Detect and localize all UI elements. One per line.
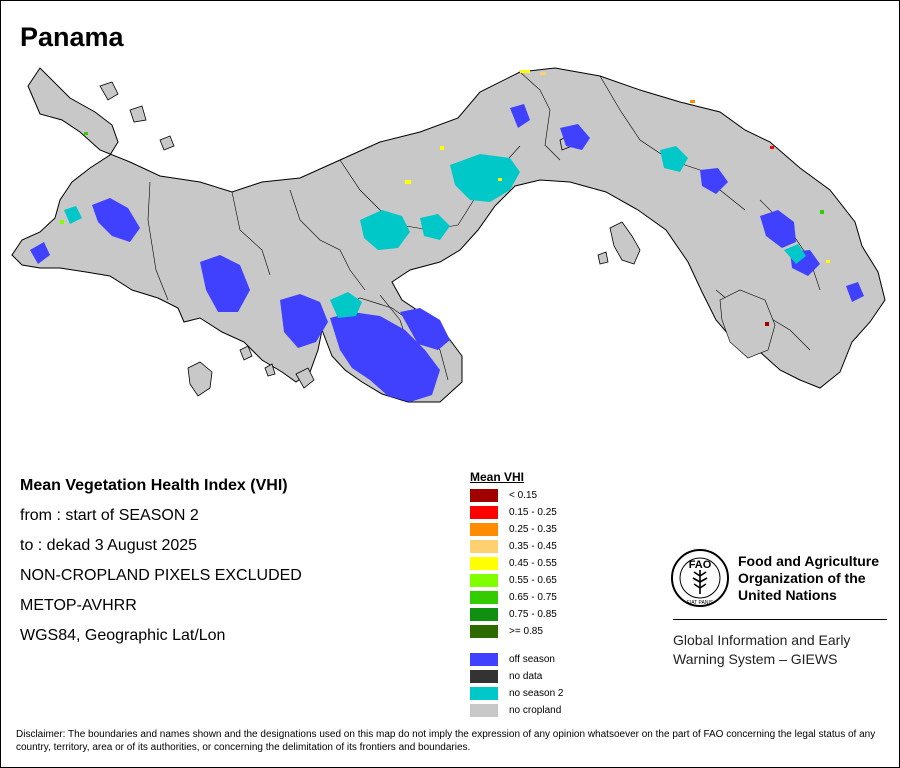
sensor-note: METOP-AVHRR xyxy=(20,597,137,614)
legend-swatch xyxy=(470,574,498,587)
legend-swatch xyxy=(470,704,498,717)
fao-logo-text: FAO xyxy=(689,559,712,571)
giews-name: Global Information and Early Warning Sys… xyxy=(673,631,893,669)
legend-item: 0.55 - 0.65 xyxy=(470,574,557,587)
vhi-no-season-2-patches xyxy=(64,146,806,318)
vhi-low-index-pixels xyxy=(60,70,830,326)
disclaimer: Disclaimer: The boundaries and names sho… xyxy=(16,729,876,753)
legend-item: 0.65 - 0.75 xyxy=(470,591,557,604)
legend-label: 0.45 - 0.55 xyxy=(509,558,557,569)
legend-label: 0.65 - 0.75 xyxy=(509,592,557,603)
legend-item: 0.25 - 0.35 xyxy=(470,523,557,536)
legend-swatch xyxy=(470,557,498,570)
legend-swatch xyxy=(470,653,498,666)
legend-label: off season xyxy=(509,654,555,665)
legend-label: < 0.15 xyxy=(509,490,538,501)
legend-swatch xyxy=(470,506,498,519)
vhi-off-season-patches xyxy=(30,104,864,402)
fao-organization-name: Food and Agriculture Organization of the… xyxy=(738,553,898,604)
legend-swatch xyxy=(470,608,498,621)
fao-org-line: Organization of the xyxy=(738,570,866,586)
legend-item: no cropland xyxy=(470,704,561,717)
darien-region xyxy=(719,289,776,359)
legend-swatch xyxy=(470,489,498,502)
projection-note: WGS84, Geographic Lat/Lon xyxy=(20,627,226,644)
legend-label: no data xyxy=(509,671,543,682)
legend-label: 0.55 - 0.65 xyxy=(509,575,557,586)
fao-org-line: Food and Agriculture xyxy=(738,553,880,569)
giews-line: Global Information and Early xyxy=(673,632,851,648)
fao-divider xyxy=(673,619,887,620)
fao-logo-icon: FAO FIAT PANIS xyxy=(671,549,729,607)
exclusion-note: NON-CROPLAND PIXELS EXCLUDED xyxy=(20,567,302,584)
legend-item: no data xyxy=(470,670,542,683)
island-coiba xyxy=(187,361,213,397)
to-period: to : dekad 3 August 2025 xyxy=(20,537,198,554)
legend-label: 0.75 - 0.85 xyxy=(509,609,557,620)
legend-label: >= 0.85 xyxy=(509,626,543,637)
vhi-heading: Mean Vegetation Health Index (VHI) xyxy=(20,477,288,494)
legend-label: 0.35 - 0.45 xyxy=(509,541,557,552)
from-period: from : start of SEASON 2 xyxy=(20,507,199,524)
legend-label: no cropland xyxy=(509,705,562,716)
legend-item: off season xyxy=(470,653,555,666)
legend-item: >= 0.85 xyxy=(470,625,543,638)
panama-vhi-map xyxy=(11,67,886,403)
legend-swatch xyxy=(470,687,498,700)
legend-swatch xyxy=(470,540,498,553)
giews-line: Warning System – GIEWS xyxy=(673,651,838,667)
islands xyxy=(99,81,641,397)
legend-title: Mean VHI xyxy=(470,470,525,484)
legend-label: 0.25 - 0.35 xyxy=(509,524,557,535)
legend-label: no season 2 xyxy=(509,688,564,699)
legend-swatch xyxy=(470,625,498,638)
legend-item: 0.35 - 0.45 xyxy=(470,540,557,553)
legend-item: 0.75 - 0.85 xyxy=(470,608,557,621)
legend-item: < 0.15 xyxy=(470,489,537,502)
legend-swatch xyxy=(470,670,498,683)
legend-swatch xyxy=(470,591,498,604)
map-title: Panama xyxy=(20,22,124,52)
legend-item: 0.15 - 0.25 xyxy=(470,506,557,519)
legend-label: 0.15 - 0.25 xyxy=(509,507,557,518)
fao-logo-motto: FIAT PANIS xyxy=(687,600,714,606)
legend-item: no season 2 xyxy=(470,687,564,700)
legend-item: 0.45 - 0.55 xyxy=(470,557,557,570)
legend-swatch xyxy=(470,523,498,536)
fao-org-line: United Nations xyxy=(738,587,837,603)
